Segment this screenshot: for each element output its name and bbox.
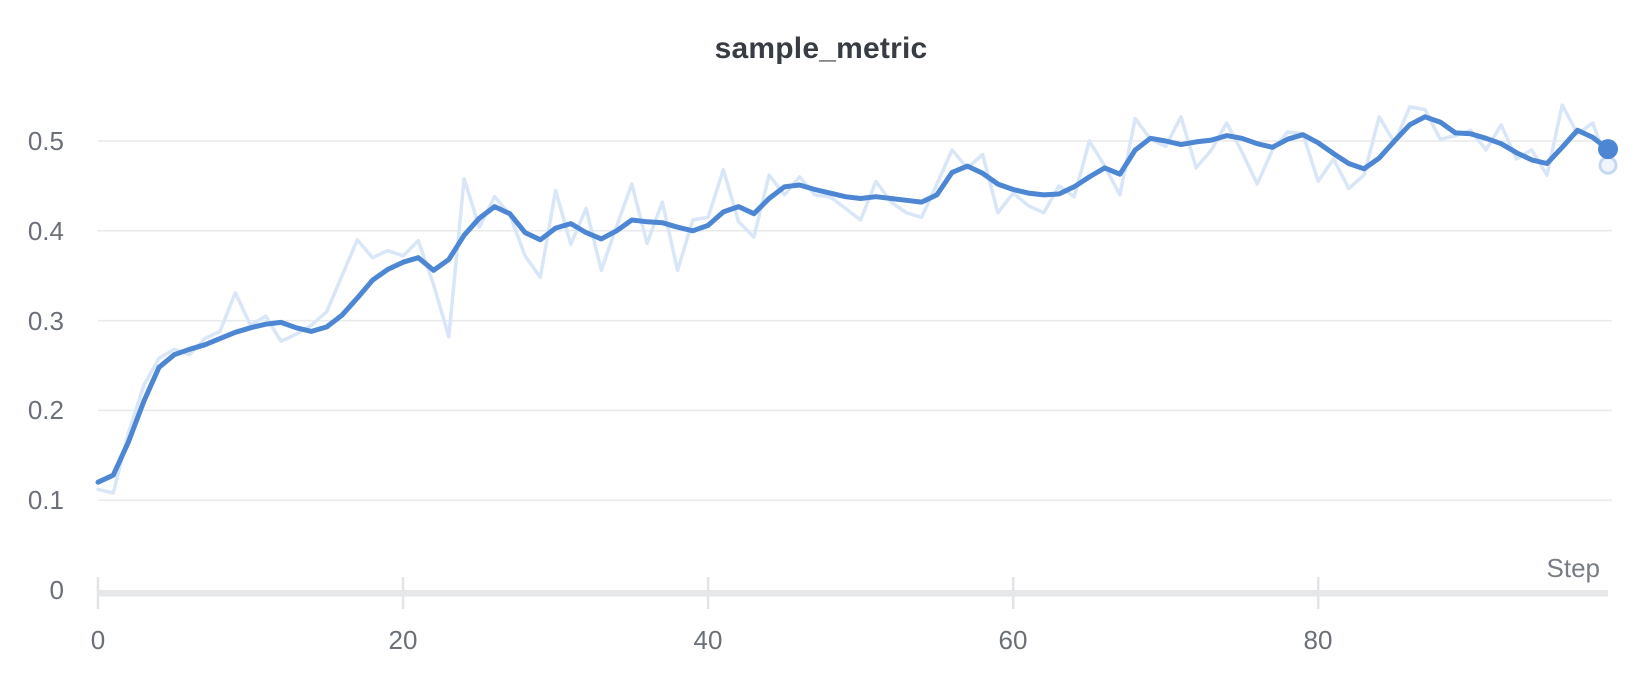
y-tick-label-0.1: 0.1 [27,485,64,515]
chart-title: sample_metric [714,32,928,65]
y-tick-label-0.5: 0.5 [27,126,64,156]
smoothed-series-line [95,114,1611,485]
y-tick-label-0: 0 [49,575,64,605]
x-tick-label-0: 0 [90,625,106,655]
raw-series-line [96,103,1610,495]
y-tick-label-0.4: 0.4 [27,216,64,246]
y-tick-label-0.2: 0.2 [27,395,64,425]
last-point-raw-ring [1598,155,1618,175]
last-point-dot [1598,139,1618,160]
x-axis-baseline [98,590,1608,597]
x-tick-label-40: 40 [693,625,723,655]
y-tick-label-0.3: 0.3 [27,306,64,336]
x-tick-label-20: 20 [388,625,418,655]
x-tick-label-80: 80 [1303,625,1333,655]
x-tick-label-60: 60 [998,625,1028,655]
x-axis-label: Step [1546,553,1601,583]
